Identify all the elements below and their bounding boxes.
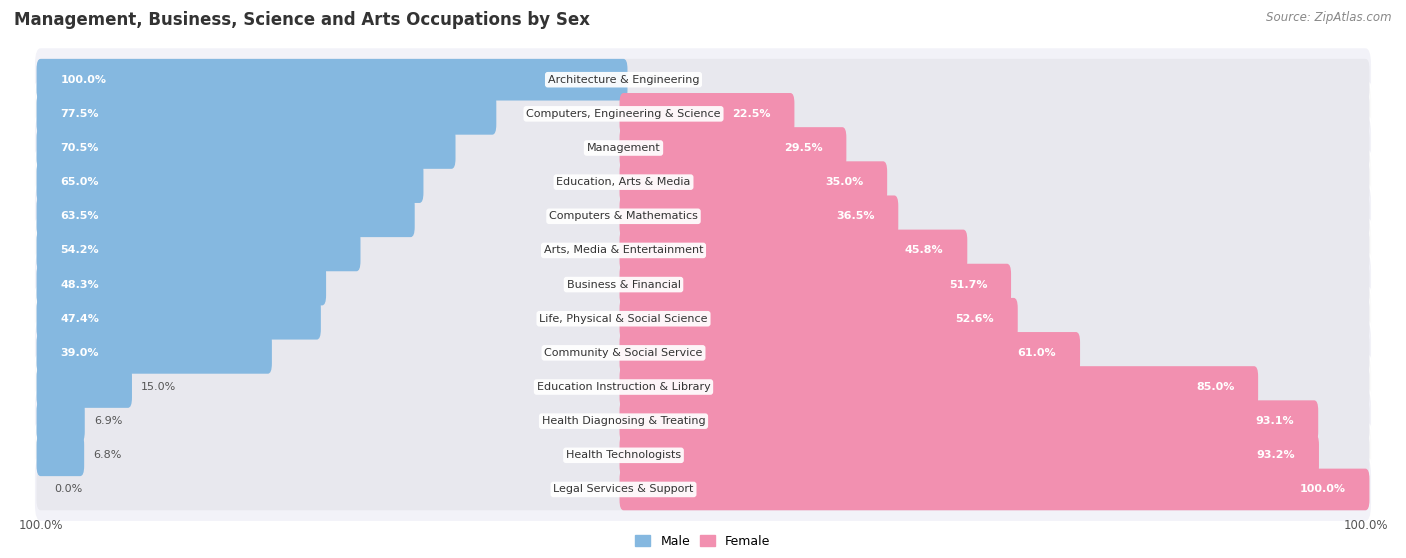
Text: 6.8%: 6.8% — [93, 450, 122, 460]
Text: Arts, Media & Entertainment: Arts, Media & Entertainment — [544, 246, 703, 256]
FancyBboxPatch shape — [34, 47, 1372, 112]
FancyBboxPatch shape — [37, 400, 84, 442]
FancyBboxPatch shape — [34, 218, 1372, 283]
FancyBboxPatch shape — [37, 127, 456, 169]
FancyBboxPatch shape — [37, 127, 1369, 169]
Text: 100.0%: 100.0% — [60, 75, 107, 85]
Text: 63.5%: 63.5% — [60, 211, 98, 222]
Text: 47.4%: 47.4% — [60, 314, 100, 324]
FancyBboxPatch shape — [37, 366, 132, 408]
FancyBboxPatch shape — [37, 435, 1369, 476]
Text: Computers, Engineering & Science: Computers, Engineering & Science — [526, 109, 721, 119]
Text: 22.5%: 22.5% — [733, 109, 770, 119]
Text: 45.8%: 45.8% — [905, 246, 943, 256]
Text: Business & Financial: Business & Financial — [567, 280, 681, 290]
Text: Management: Management — [586, 143, 661, 153]
FancyBboxPatch shape — [37, 93, 1369, 134]
FancyBboxPatch shape — [620, 435, 1319, 476]
Text: Computers & Mathematics: Computers & Mathematics — [550, 211, 697, 222]
FancyBboxPatch shape — [620, 161, 887, 203]
Text: Management, Business, Science and Arts Occupations by Sex: Management, Business, Science and Arts O… — [14, 11, 591, 29]
FancyBboxPatch shape — [34, 457, 1372, 522]
Text: Education, Arts & Media: Education, Arts & Media — [557, 177, 690, 187]
Text: Source: ZipAtlas.com: Source: ZipAtlas.com — [1267, 11, 1392, 24]
Text: 93.2%: 93.2% — [1257, 450, 1295, 460]
FancyBboxPatch shape — [620, 93, 794, 134]
FancyBboxPatch shape — [620, 469, 1369, 510]
FancyBboxPatch shape — [37, 93, 496, 134]
FancyBboxPatch shape — [620, 229, 967, 271]
FancyBboxPatch shape — [620, 366, 1258, 408]
FancyBboxPatch shape — [37, 195, 415, 237]
Text: 36.5%: 36.5% — [837, 211, 875, 222]
FancyBboxPatch shape — [34, 116, 1372, 180]
FancyBboxPatch shape — [37, 229, 360, 271]
Text: Life, Physical & Social Science: Life, Physical & Social Science — [540, 314, 707, 324]
FancyBboxPatch shape — [620, 195, 898, 237]
Text: Legal Services & Support: Legal Services & Support — [554, 484, 693, 494]
FancyBboxPatch shape — [37, 435, 84, 476]
FancyBboxPatch shape — [34, 150, 1372, 215]
FancyBboxPatch shape — [37, 59, 1369, 100]
Text: 0.0%: 0.0% — [53, 484, 82, 494]
FancyBboxPatch shape — [37, 59, 627, 100]
FancyBboxPatch shape — [37, 332, 271, 374]
Text: Health Diagnosing & Treating: Health Diagnosing & Treating — [541, 416, 706, 426]
Text: 52.6%: 52.6% — [955, 314, 994, 324]
Text: 85.0%: 85.0% — [1197, 382, 1234, 392]
FancyBboxPatch shape — [34, 320, 1372, 386]
FancyBboxPatch shape — [37, 469, 1369, 510]
Text: 61.0%: 61.0% — [1018, 348, 1056, 358]
Text: 15.0%: 15.0% — [141, 382, 177, 392]
FancyBboxPatch shape — [37, 229, 1369, 271]
FancyBboxPatch shape — [620, 400, 1319, 442]
Text: 54.2%: 54.2% — [60, 246, 98, 256]
FancyBboxPatch shape — [37, 161, 1369, 203]
Text: 100.0%: 100.0% — [1299, 484, 1346, 494]
Text: 77.5%: 77.5% — [60, 109, 98, 119]
FancyBboxPatch shape — [34, 423, 1372, 488]
Text: 35.0%: 35.0% — [825, 177, 863, 187]
FancyBboxPatch shape — [37, 332, 1369, 374]
FancyBboxPatch shape — [37, 264, 326, 305]
FancyBboxPatch shape — [37, 366, 1369, 408]
Text: Community & Social Service: Community & Social Service — [544, 348, 703, 358]
Text: 0.0%: 0.0% — [637, 75, 665, 85]
FancyBboxPatch shape — [620, 127, 846, 169]
FancyBboxPatch shape — [34, 389, 1372, 454]
Text: Health Technologists: Health Technologists — [567, 450, 681, 460]
FancyBboxPatch shape — [37, 298, 1369, 340]
FancyBboxPatch shape — [34, 286, 1372, 351]
FancyBboxPatch shape — [37, 298, 321, 340]
FancyBboxPatch shape — [620, 298, 1018, 340]
FancyBboxPatch shape — [34, 81, 1372, 146]
FancyBboxPatch shape — [34, 354, 1372, 420]
FancyBboxPatch shape — [37, 400, 1369, 442]
Text: 39.0%: 39.0% — [60, 348, 98, 358]
FancyBboxPatch shape — [37, 161, 423, 203]
Text: 70.5%: 70.5% — [60, 143, 98, 153]
Text: 29.5%: 29.5% — [785, 143, 823, 153]
FancyBboxPatch shape — [37, 264, 1369, 305]
FancyBboxPatch shape — [620, 332, 1080, 374]
Text: 51.7%: 51.7% — [949, 280, 987, 290]
Text: 48.3%: 48.3% — [60, 280, 98, 290]
Text: 6.9%: 6.9% — [94, 416, 122, 426]
Text: Education Instruction & Library: Education Instruction & Library — [537, 382, 710, 392]
FancyBboxPatch shape — [620, 264, 1011, 305]
Text: 65.0%: 65.0% — [60, 177, 98, 187]
FancyBboxPatch shape — [34, 184, 1372, 249]
Text: Architecture & Engineering: Architecture & Engineering — [548, 75, 699, 85]
Text: 93.1%: 93.1% — [1256, 416, 1295, 426]
Legend: Male, Female: Male, Female — [630, 530, 776, 553]
FancyBboxPatch shape — [37, 195, 1369, 237]
FancyBboxPatch shape — [34, 252, 1372, 317]
